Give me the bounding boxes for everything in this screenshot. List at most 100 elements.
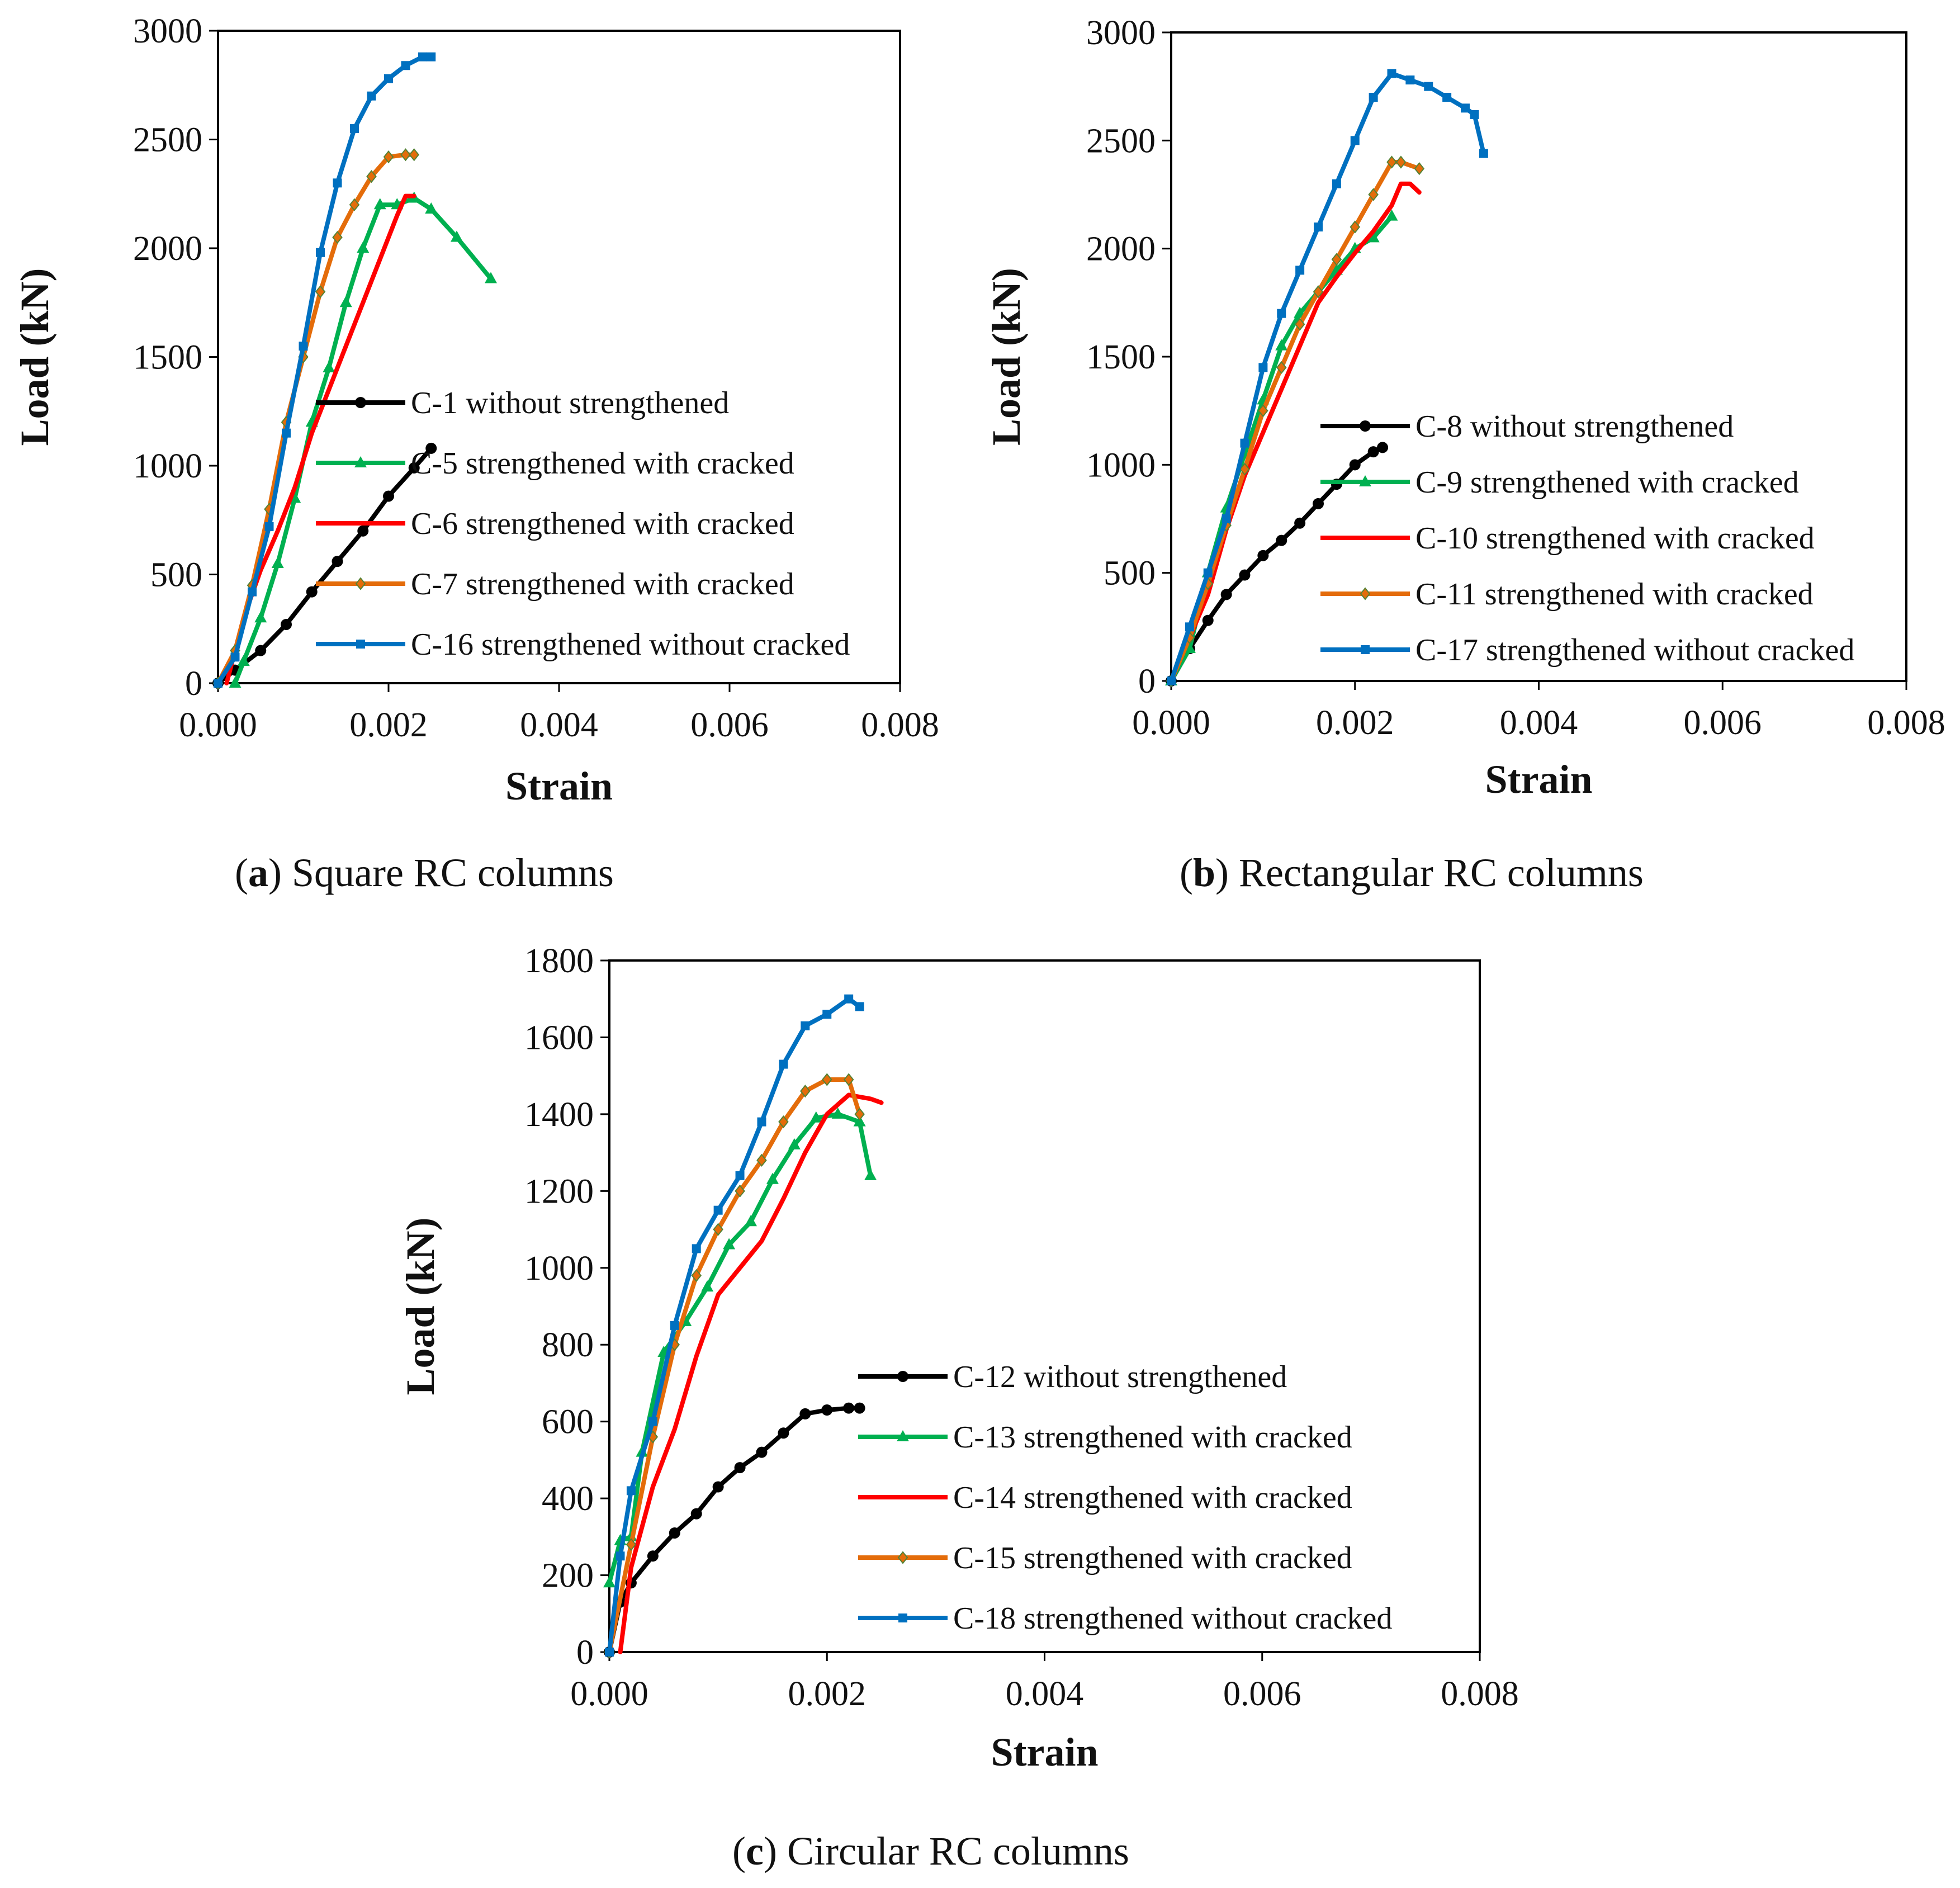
- legend-item: C-14 strengthened with cracked: [858, 1480, 1352, 1515]
- x-tick-label: 0.008: [1867, 704, 1945, 742]
- y-tick-label: 2500: [133, 121, 202, 159]
- legend-marker: [356, 640, 365, 649]
- y-tick-label: 3000: [133, 12, 202, 50]
- y-tick-label: 1400: [524, 1096, 594, 1134]
- series-line: [224, 193, 416, 685]
- data-point: [779, 1059, 788, 1069]
- data-point: [418, 52, 427, 61]
- legend-marker: [1359, 475, 1371, 486]
- data-point: [669, 1527, 680, 1539]
- data-point: [756, 1446, 768, 1458]
- data-point: [1395, 155, 1407, 169]
- data-point: [690, 1508, 702, 1520]
- series-line: [216, 446, 434, 685]
- data-point: [1220, 589, 1232, 600]
- data-point: [853, 1115, 866, 1127]
- data-point: [316, 248, 325, 257]
- data-point: [1202, 614, 1214, 626]
- data-point: [626, 1537, 637, 1551]
- y-tick-label: 400: [542, 1480, 594, 1518]
- data-point: [1377, 442, 1389, 453]
- data-point: [1350, 220, 1361, 234]
- legend-label: C-17 strengthened without cracked: [1415, 633, 1854, 668]
- data-point: [425, 202, 438, 214]
- legend-marker: [1361, 645, 1370, 654]
- data-point: [1239, 569, 1251, 581]
- data-point: [1414, 162, 1425, 176]
- y-tick-label: 1600: [524, 1019, 594, 1057]
- legend-item: C-9 strengthened with cracked: [1320, 465, 1799, 500]
- data-point: [332, 556, 343, 567]
- data-point: [248, 587, 257, 597]
- y-tick-label: 1000: [133, 447, 202, 485]
- y-tick-label: 500: [150, 556, 202, 594]
- data-point: [229, 676, 242, 688]
- data-point: [843, 1402, 855, 1414]
- x-tick-label: 0.006: [1684, 704, 1762, 742]
- data-point: [383, 150, 394, 164]
- x-tick-label: 0.002: [788, 1675, 867, 1713]
- legend-item: C-11 strengthened with cracked: [1320, 577, 1814, 612]
- data-point: [1332, 179, 1341, 188]
- data-point: [605, 1648, 614, 1657]
- y-tick-label: 500: [1104, 555, 1156, 593]
- plot-area: [608, 959, 1481, 1653]
- y-tick-label: 1800: [524, 942, 594, 980]
- data-point: [648, 1417, 657, 1426]
- y-tick-label: 1500: [1086, 338, 1156, 376]
- data-point: [306, 586, 318, 598]
- data-point: [1275, 339, 1288, 351]
- data-point: [809, 1111, 822, 1123]
- data-point: [1424, 82, 1433, 91]
- data-point: [799, 1408, 811, 1419]
- data-point: [1222, 514, 1231, 523]
- data-point: [788, 1138, 801, 1149]
- data-point: [1185, 622, 1194, 632]
- legend-item: C-17 strengthened without cracked: [1320, 633, 1854, 668]
- data-point: [831, 1107, 844, 1119]
- data-point: [821, 1073, 832, 1086]
- legend-marker: [897, 1371, 908, 1382]
- data-point: [1479, 149, 1488, 158]
- data-point: [670, 1321, 679, 1330]
- caption-b: (b) Rectangular RC columns: [1180, 850, 1644, 895]
- legend-label: C-15 strengthened with cracked: [953, 1541, 1352, 1575]
- y-tick-label: 1500: [133, 339, 202, 377]
- y-tick-label: 600: [542, 1403, 594, 1441]
- data-point: [713, 1205, 723, 1215]
- data-point: [1295, 266, 1305, 275]
- x-tick-label: 0.004: [520, 706, 598, 744]
- y-tick-label: 1000: [524, 1250, 594, 1288]
- data-point: [1258, 363, 1268, 372]
- legend-label: C-5 strengthened with cracked: [411, 446, 794, 481]
- data-point: [1461, 103, 1470, 113]
- data-point: [315, 285, 326, 299]
- data-point: [1314, 223, 1323, 231]
- data-point: [254, 611, 267, 623]
- data-point: [1276, 534, 1287, 546]
- legend-label: C-16 strengthened without cracked: [411, 627, 850, 662]
- data-point: [691, 1269, 702, 1283]
- x-tick-label: 0.000: [1132, 704, 1210, 742]
- data-point: [745, 1215, 758, 1227]
- y-axis-title: Load (kN): [984, 268, 1029, 446]
- y-tick-label: 1000: [1086, 446, 1156, 484]
- data-point: [1385, 209, 1398, 221]
- x-tick-label: 0.002: [349, 706, 428, 744]
- series-c-16: [214, 52, 436, 688]
- legend-item: C-5 strengthened with cracked: [316, 446, 794, 481]
- caption-c: (c) Circular RC columns: [732, 1829, 1129, 1873]
- chart-b: 0 500 1000 1500 2000 2500 3000 0.000 0.002 0.004 0…: [984, 14, 1945, 802]
- data-point: [366, 170, 377, 183]
- legend-marker: [1360, 420, 1371, 432]
- data-point: [1386, 155, 1397, 169]
- data-point: [844, 994, 854, 1004]
- data-point: [603, 1576, 616, 1588]
- legend-item: C-16 strengthened without cracked: [316, 627, 850, 662]
- legend-marker: [355, 397, 366, 408]
- data-point: [1349, 459, 1361, 471]
- data-point: [349, 198, 360, 211]
- data-point: [373, 198, 386, 210]
- data-point: [282, 428, 291, 438]
- data-point: [255, 645, 267, 656]
